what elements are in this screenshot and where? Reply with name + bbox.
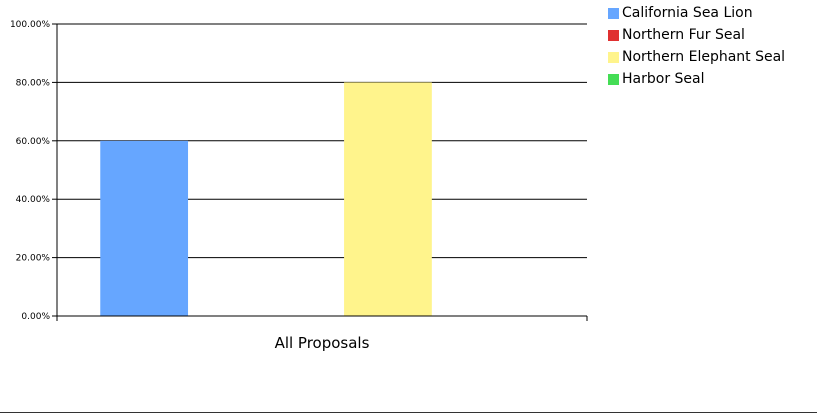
bar-california-sea-lion: [100, 140, 189, 316]
x-tick-label: All Proposals: [275, 334, 370, 352]
y-tick-label: 20.00%: [16, 254, 51, 264]
legend-swatch: [608, 73, 619, 85]
legend-item-northern-elephant-seal: Northern Elephant Seal: [608, 46, 785, 68]
legend-swatch: [608, 7, 619, 19]
bars: [100, 82, 432, 317]
legend-swatch: [608, 51, 619, 63]
bar-northern-elephant-seal: [344, 82, 432, 317]
legend-item-california-sea-lion: California Sea Lion: [608, 2, 785, 24]
bottom-divider: [0, 412, 817, 413]
y-tick-label: 60.00%: [16, 137, 51, 147]
legend-item-northern-fur-seal: Northern Fur Seal: [608, 24, 785, 46]
y-tick-label: 80.00%: [16, 78, 51, 88]
legend-label: Harbor Seal: [622, 71, 705, 87]
legend-label: California Sea Lion: [622, 5, 753, 21]
y-tick-label: 40.00%: [16, 195, 51, 205]
legend-item-harbor-seal: Harbor Seal: [608, 68, 785, 90]
y-tick-label: 100.00%: [10, 20, 50, 30]
legend-label: Northern Elephant Seal: [622, 49, 786, 65]
y-tick-label: 0.00%: [21, 312, 50, 322]
legend-swatch: [608, 29, 619, 41]
x-tick-labels: All Proposals: [275, 334, 370, 352]
y-tick-labels: 0.00% 20.00% 40.00% 60.00% 80.00% 100.00%: [10, 20, 50, 322]
legend: California Sea Lion Northern Fur Seal No…: [608, 2, 785, 90]
axes: [52, 23, 588, 321]
legend-label: Northern Fur Seal: [622, 27, 745, 43]
